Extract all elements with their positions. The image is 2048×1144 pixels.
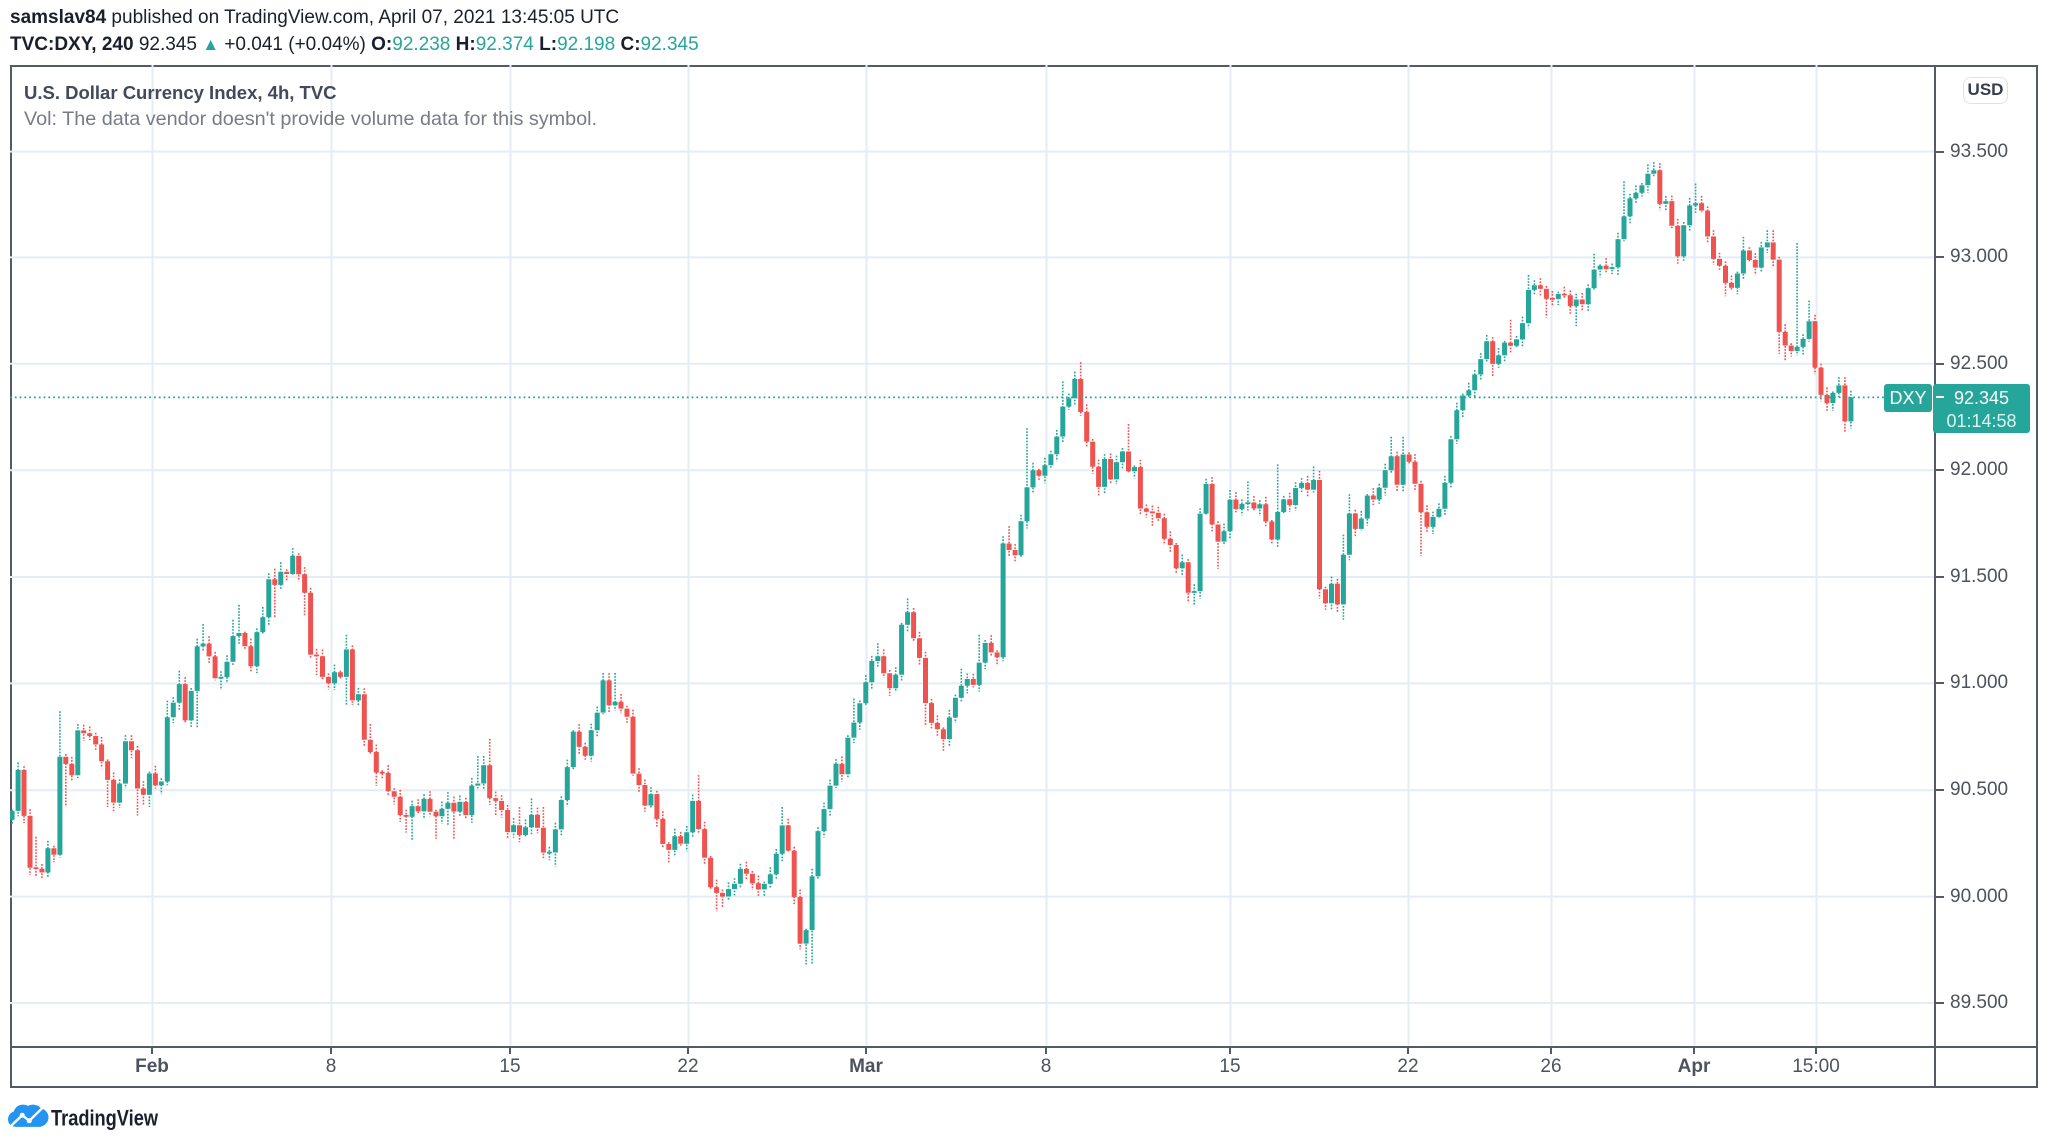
svg-text:TradingView: TradingView <box>51 1106 158 1131</box>
